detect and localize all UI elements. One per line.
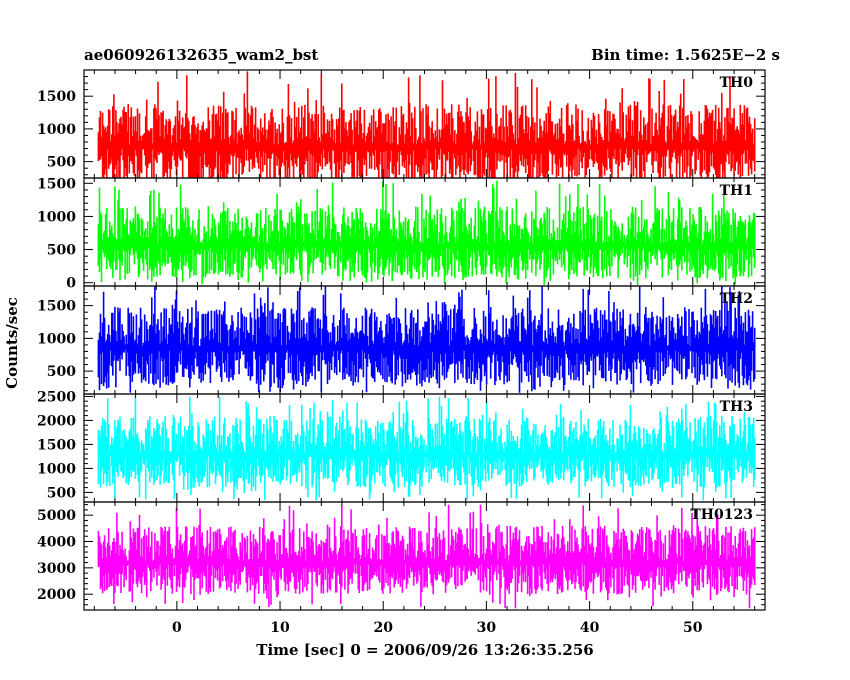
series-line-th1 [97,180,756,286]
y-tick-label: 500 [47,243,76,259]
y-tick-label: 1500 [37,437,76,453]
series-line-th2 [97,286,756,393]
panel-label-th3: TH3 [720,399,753,415]
y-tick-label: 500 [47,364,76,380]
panel-label-th2: TH2 [720,291,753,307]
y-tick-label: 1500 [37,176,76,192]
y-tick-label: 2000 [37,587,76,603]
panel-th1: 0 500 1000 1500 TH1 [37,176,766,292]
panel-label-th0: TH0 [720,75,754,91]
y-tick-label: 500 [47,485,76,501]
y-tick-label: 1000 [37,461,76,477]
panel-th2: 500 1000 1500 TH2 [37,285,766,395]
panel-th3: 500 1000 1500 2000 2500 TH3 [37,389,766,503]
series-line-th3 [97,396,756,501]
series-line-th0 [97,71,756,178]
y-tick-label: 3000 [37,561,76,577]
y-axis-label: Counts/sec [3,297,21,389]
x-axis-label: Time [sec] 0 = 2006/09/26 13:26:35.256 [256,641,593,659]
y-tick-label: 2000 [37,413,76,429]
panel-th0: 500 1000 1500 TH0 [37,69,766,179]
y-tick-label: 500 [47,155,76,171]
x-tick-label: 50 [683,620,703,636]
x-axis: 0 10 20 30 40 50 [172,620,703,636]
x-tick-label: 20 [373,620,393,636]
y-tick-label: 0 [66,276,76,292]
y-tick-label: 1500 [37,89,76,105]
panel-th0123: 2000 3000 4000 5000 TH0123 [37,501,766,611]
bin-time-label: Bin time: 1.5625E−2 s [591,46,780,64]
panel-label-th1: TH1 [720,183,753,199]
x-tick-label: 10 [270,620,290,636]
y-tick-label: 1000 [37,331,76,347]
y-tick-label: 2500 [37,389,76,405]
series-line-th0123 [97,504,756,609]
x-tick-label: 30 [477,620,497,636]
panel-label-th0123: TH0123 [690,507,753,523]
x-tick-label: 40 [580,620,600,636]
y-tick-label: 5000 [37,508,76,524]
y-tick-label: 1000 [37,122,76,138]
chart-title: ae060926132635_wam2_bst [84,46,318,64]
y-tick-label: 4000 [37,535,76,551]
y-tick-label: 1000 [37,209,76,225]
x-tick-label: 0 [172,620,182,636]
y-tick-label: 1500 [37,299,76,315]
panels: 500 1000 1500 TH0 0 500 1000 1500 TH1 500 1000 1500… [37,69,766,611]
